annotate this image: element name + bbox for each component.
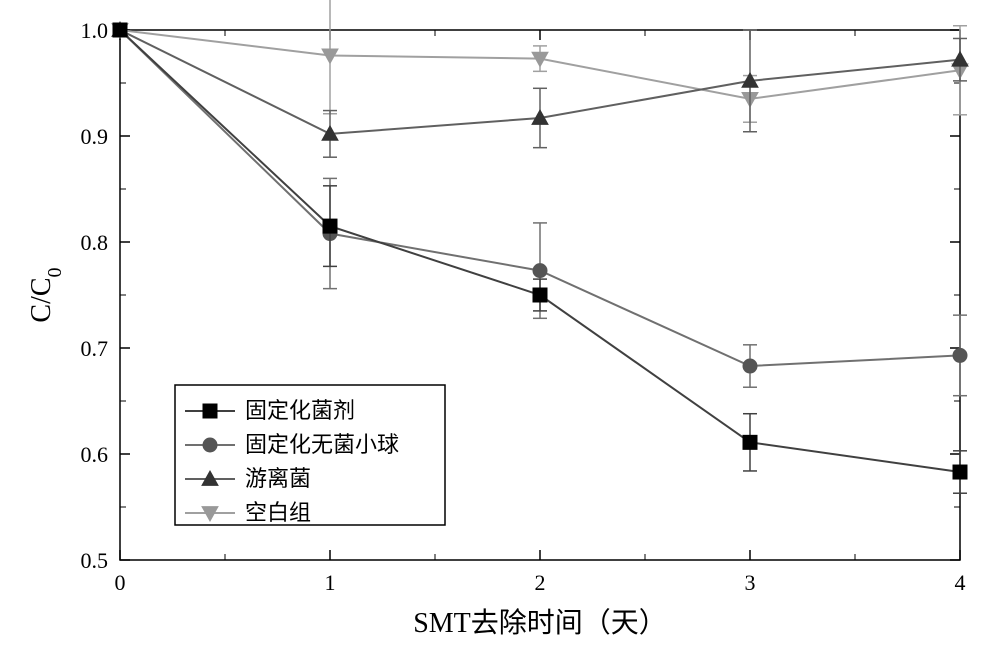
- chart-svg: 0 1 2 3 4 SMT去除时间（天） 0.5 0.6 0.7 0.8 0.9 1.0 C/C0 固定化…: [0, 0, 1000, 656]
- y-axis-title-group: C/C0: [26, 267, 66, 322]
- series-s2: [113, 23, 967, 396]
- x-tick-label: 3: [745, 570, 756, 595]
- marker-square: [113, 23, 127, 37]
- marker-circle: [203, 438, 217, 452]
- x-tick-label: 0: [115, 570, 126, 595]
- marker-square: [953, 465, 967, 479]
- marker-square: [323, 219, 337, 233]
- y-tick-label: 0.6: [81, 442, 109, 467]
- marker-square: [743, 435, 757, 449]
- x-axis-title: SMT去除时间（天）: [413, 607, 667, 639]
- chart-container: 0 1 2 3 4 SMT去除时间（天） 0.5 0.6 0.7 0.8 0.9 1.0 C/C0 固定化…: [0, 0, 1000, 656]
- y-tick-label: 0.8: [81, 230, 109, 255]
- series-s3: [112, 22, 968, 157]
- marker-square: [533, 288, 547, 302]
- x-tick-label: 4: [955, 570, 966, 595]
- marker-circle: [533, 264, 547, 278]
- marker-triangle-up: [952, 52, 968, 66]
- y-tick-label: 0.9: [81, 124, 109, 149]
- legend: 固定化菌剂固定化无菌小球游离菌空白组: [175, 385, 445, 525]
- legend-label: 固定化无菌小球: [245, 432, 399, 457]
- x-tick-label: 1: [325, 570, 336, 595]
- marker-circle: [743, 359, 757, 373]
- marker-square: [203, 404, 217, 418]
- legend-label: 空白组: [245, 500, 311, 525]
- legend-label: 游离菌: [245, 466, 311, 491]
- legend-label: 固定化菌剂: [245, 398, 355, 423]
- y-tick-label: 1.0: [81, 18, 109, 43]
- y-tick-label: 0.5: [81, 548, 109, 573]
- y-axis-title: C/C0: [26, 267, 66, 322]
- x-tick-label: 2: [535, 570, 546, 595]
- y-tick-label: 0.7: [81, 336, 109, 361]
- marker-circle: [953, 348, 967, 362]
